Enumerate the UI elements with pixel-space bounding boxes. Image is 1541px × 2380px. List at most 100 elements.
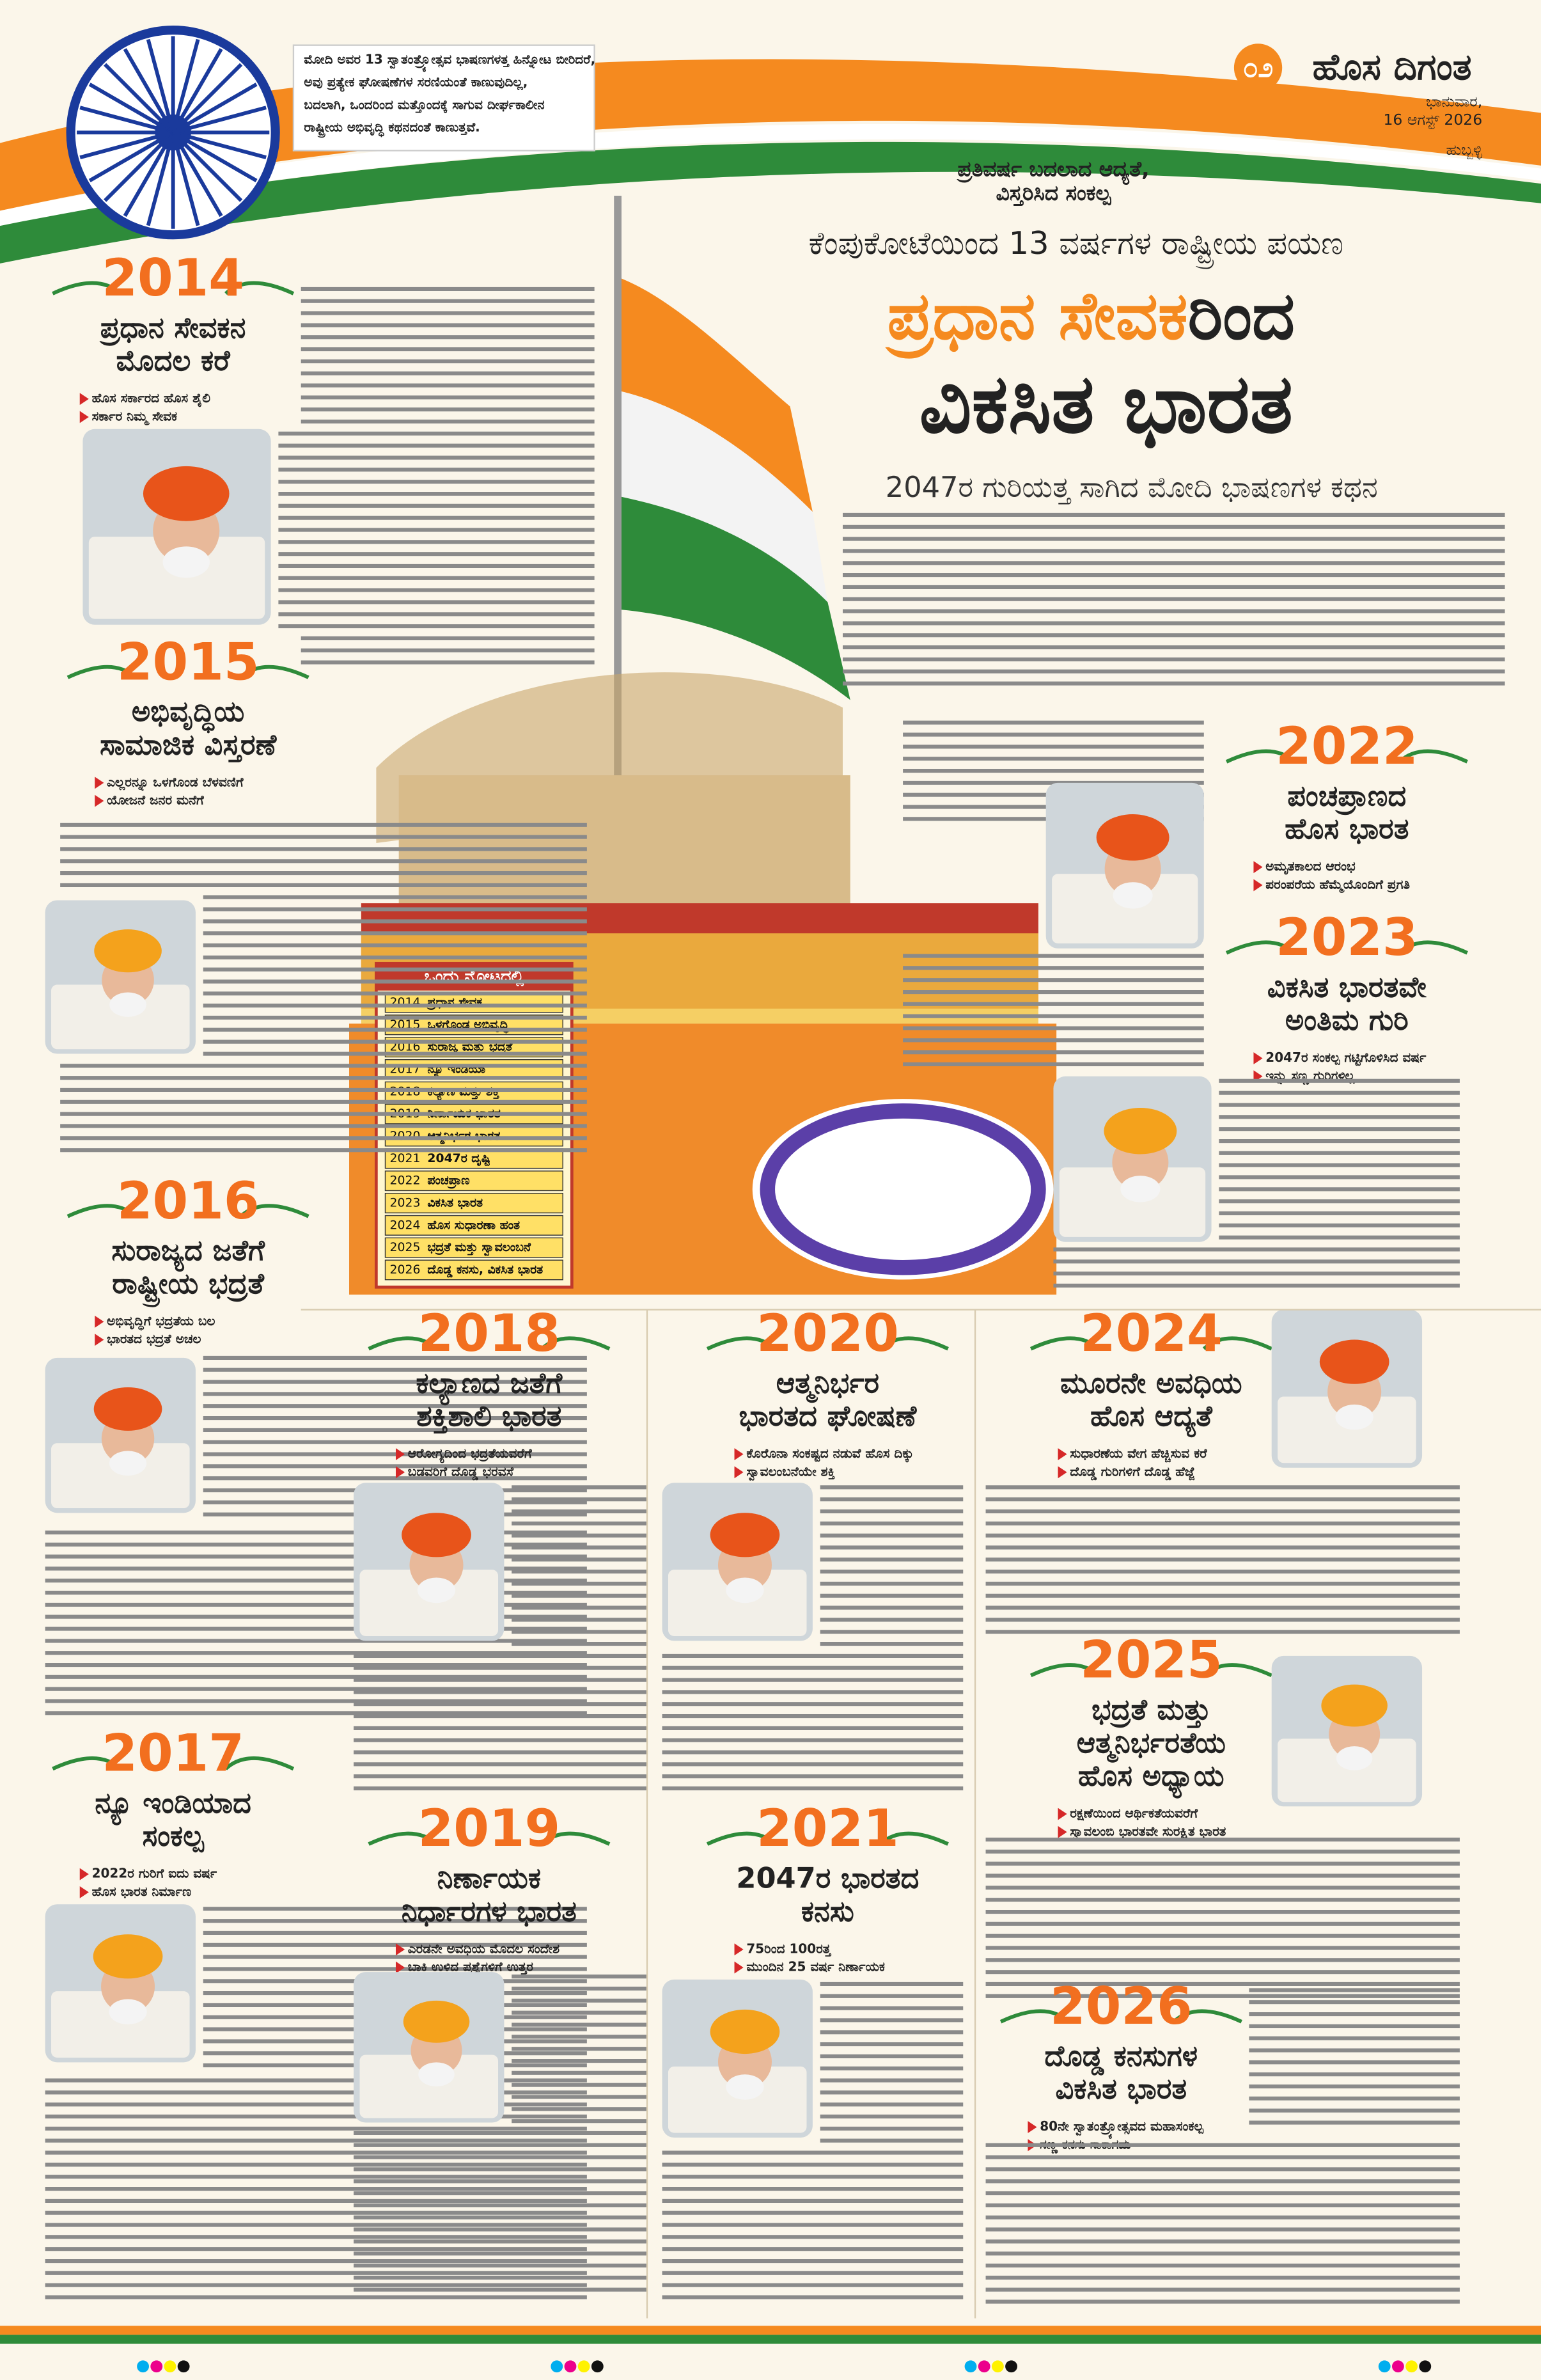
- year-ornament: [66, 1204, 309, 1218]
- section-headline: ಶಕ್ತಿಶಾಲಿ ಭಾರತ: [416, 1399, 561, 1434]
- kicker: ವಿಸ್ತರಿಸಿದ ಸಂಕಲ್ಪ: [996, 180, 1112, 207]
- registration-dot: [1005, 2360, 1017, 2373]
- bottom-band-green: [0, 2335, 1541, 2344]
- bullet-marker: [95, 776, 104, 789]
- photo-beard: [417, 1577, 456, 1604]
- glance-label: 2047ರ ದೃಷ್ಟಿ: [427, 1152, 490, 1167]
- section-bullet: 2022ರ ಗುರಿಗೆ ಐದು ವರ್ಷ: [92, 1866, 217, 1881]
- photo-turban: [93, 1934, 163, 1979]
- kicker: ಪ್ರತಿವರ್ಷ ಬದಲಾದ ಆದ್ಯತೆ,: [957, 156, 1150, 185]
- bullet-marker: [1253, 879, 1263, 892]
- glance-row: [384, 1215, 563, 1236]
- title-line2: ವಿಕಸಿತ ಭಾರತ: [919, 356, 1293, 451]
- photo-turban: [93, 1387, 162, 1431]
- photo-turban: [1319, 1339, 1389, 1384]
- glance-year: 2023: [390, 1196, 421, 1210]
- bullet-marker: [1253, 861, 1263, 874]
- glance-year: 2016: [390, 1041, 421, 1054]
- year: 2014: [102, 248, 244, 308]
- photo-background: [359, 1570, 499, 1636]
- year-ornament: [706, 1831, 949, 1846]
- year-ornament: [706, 1336, 949, 1351]
- year-ornament: [66, 665, 309, 679]
- section-headline: ನಿರ್ಧಾರಗಳ ಭಾರತ: [402, 1894, 577, 1928]
- registration-dot: [164, 2360, 176, 2373]
- year-ornament: [368, 1831, 611, 1846]
- photo-beard: [1336, 1746, 1373, 1770]
- section-headline: ಅಭಿವೃದ್ಧಿಯ: [132, 695, 245, 734]
- date: 16 ಆಗಸ್ಟ್ 2026: [1383, 111, 1482, 129]
- glance-row: [384, 992, 563, 1013]
- bullet-marker: [395, 1943, 405, 1956]
- glance-label: ಪ್ರಧಾನ ಸೇವಕ: [426, 996, 483, 1010]
- page-number-badge: [1233, 43, 1283, 92]
- overline: ಕೆಂಪುಕೋಟೆಯಿಂದ 13 ವರ್ಷಗಳ ರಾಷ್ಟ್ರೀಯ ಪಯಣ: [808, 225, 1343, 269]
- glance-label: ಭದ್ರತೆ ಮತ್ತು ಸ್ವಾವಲಂಬನೆ: [427, 1241, 531, 1256]
- city: ಹುಬ್ಬಳ್ಳಿ: [1446, 141, 1483, 160]
- glance-label: ಪಂಚಪ್ರಾಣ: [427, 1174, 470, 1189]
- photo-turban: [1096, 814, 1169, 861]
- section-headline: ಕಲ್ಯಾಣದ ಜತೆಗೆ: [416, 1366, 563, 1406]
- green-swoosh: [0, 141, 1541, 264]
- registration-dot: [577, 2360, 590, 2373]
- spoke: [171, 38, 200, 133]
- photo-background: [51, 1991, 190, 2058]
- spoke: [88, 83, 175, 134]
- photo-background: [1278, 1396, 1416, 1463]
- bullet-marker: [395, 1961, 405, 1974]
- masthead: ಹೊಸ ದಿಗಂತ: [1312, 47, 1471, 88]
- year-ornament: [999, 2009, 1242, 2024]
- photo-beard: [1120, 1176, 1161, 1202]
- photo-background: [1059, 1167, 1206, 1237]
- glance-row: [384, 1259, 563, 1281]
- registration-dot: [1378, 2360, 1391, 2373]
- title-rest: ರಿಂದ: [1188, 278, 1295, 355]
- registration-marks: [137, 2360, 1432, 2373]
- photo-beard: [162, 546, 210, 578]
- section-headline: ಆತ್ಮನಿರ್ಭರ: [776, 1366, 879, 1403]
- section-headline: ಅಂತಿಮ ಗುರಿ: [1285, 1003, 1409, 1037]
- photo-beard: [726, 2074, 764, 2100]
- section-headline: ಹೊಸ ಅಧ್ಯಾಯ: [1078, 1759, 1224, 1799]
- photo-turban: [710, 1513, 780, 1557]
- photo-turban: [402, 1513, 471, 1557]
- year-ornament: [52, 281, 295, 296]
- photo-background: [1278, 1738, 1416, 1802]
- glance-row: [384, 1192, 563, 1213]
- section-bullet: ಹೊಸ ಭಾರತ ನಿರ್ಮಾಣ: [92, 1884, 192, 1899]
- section-bullet: ಹೊಸ ಸರ್ಕಾರದ ಹೊಸ ಶೈಲಿ: [92, 390, 211, 407]
- photo-background: [668, 2066, 807, 2133]
- section-headline: ನಿರ್ಣಾಯಕ: [437, 1861, 542, 1895]
- bullet-marker: [79, 1868, 89, 1880]
- bullet-marker: [395, 1466, 405, 1479]
- glance-year: 2021: [390, 1152, 421, 1165]
- section-headline: ಕನಸು: [801, 1894, 854, 1928]
- bullet-marker: [95, 1316, 104, 1328]
- glance-year: 2022: [390, 1174, 421, 1188]
- section-bullet: ಆರೋಗ್ಯದಿಂದ ಭದ್ರತೆಯವರೆಗೆ: [408, 1446, 533, 1463]
- photo-turban: [1104, 1107, 1177, 1155]
- section-headline: ಮೊದಲ ಕರೆ: [116, 343, 231, 377]
- photo-background: [1052, 874, 1198, 943]
- registration-dot: [150, 2360, 163, 2373]
- year: 2022: [1276, 716, 1418, 776]
- spoke: [171, 131, 223, 217]
- title: ಪ್ರಧಾನ ಸೇವಕರಿಂದ: [885, 278, 1295, 359]
- spoke: [171, 131, 243, 202]
- glance-label: ಹೊಸ ಸುಧಾರಣಾ ಹಂತ: [427, 1218, 520, 1232]
- glance-label: ದೊಡ್ಡ ಕನಸು, ವಿಕಸಿತ ಭಾರತ: [427, 1263, 543, 1279]
- year-ornament: [1029, 1336, 1272, 1351]
- spoke: [79, 106, 174, 134]
- section-headline: ಸುರಾಜ್ಯದ ಜತೆಗೆ: [111, 1233, 265, 1272]
- registration-dot: [964, 2360, 977, 2373]
- section-bullet: ಯೋಜನೆ ಜನರ ಮನೆಗೆ: [107, 792, 205, 808]
- section-headline: ಹೊಸ ಭಾರತ: [1285, 812, 1409, 846]
- section-bullet: ಮುಂದಿನ 25 ವರ್ಷ ನಿರ್ಣಾಯಕ: [746, 1959, 885, 1974]
- section-bullet: ಸ್ವಾವಲಂಬನೆಯೇ ಶಕ್ತಿ: [746, 1463, 835, 1481]
- photo-background: [51, 984, 190, 1050]
- section-headline: ಹೊಸ ಆದ್ಯತೆ: [1090, 1399, 1213, 1438]
- spoke: [146, 132, 175, 226]
- section-bullet: ಎಲ್ಲರನ್ನೂ ಒಳಗೊಂಡ ಬೆಳವಣಿಗೆ: [107, 774, 244, 791]
